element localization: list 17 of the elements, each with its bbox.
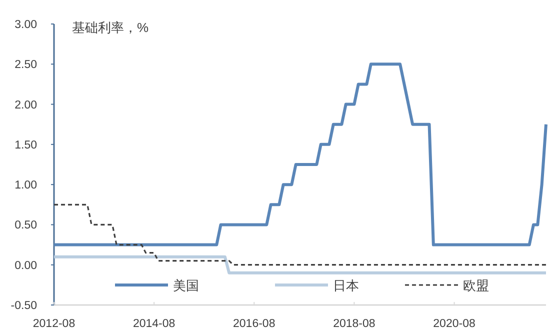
y-tick-label: 3.00 — [14, 19, 37, 31]
y-tick-label: 2.50 — [14, 59, 37, 72]
y-tick-label: 0.50 — [14, 220, 37, 232]
y-tick-label: 1.00 — [14, 180, 37, 192]
legend-label: 美国 — [173, 278, 199, 293]
y-tick-label: 1.50 — [14, 139, 37, 152]
y-tick-label: 2.00 — [14, 99, 37, 112]
y-tick-label: -0.50 — [10, 300, 37, 312]
x-tick-label: 2014-08 — [132, 318, 176, 330]
x-tick-label: 2012-08 — [32, 318, 76, 330]
legend-label: 日本 — [333, 278, 359, 293]
y-axis-title: 基础利率，% — [72, 20, 149, 35]
x-tick-label: 2018-08 — [333, 318, 376, 330]
x-tick-label: 2016-08 — [233, 318, 276, 330]
y-tick-label: 0.00 — [14, 260, 37, 272]
legend-label: 欧盟 — [463, 278, 489, 293]
x-tick-label: 2020-08 — [433, 318, 476, 330]
